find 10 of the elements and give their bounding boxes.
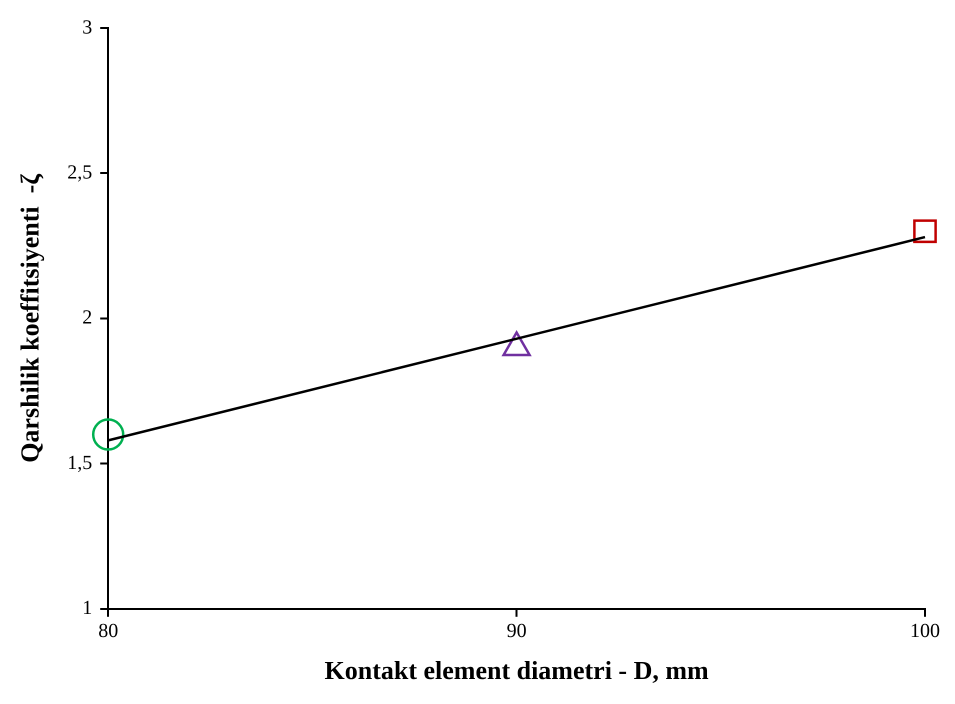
y-tick-label: 2,5 (67, 161, 92, 184)
y-axis-title: Qarshilik koeffitsiyenti -ζ (15, 174, 44, 463)
x-tick-label: 100 (910, 620, 940, 642)
y-tick-label: 2 (82, 306, 92, 329)
y-tick-label: 1 (82, 597, 92, 620)
y-tick-label: 1,5 (67, 452, 92, 474)
x-tick-label: 90 (506, 620, 527, 642)
y-tick-label: 3 (82, 16, 92, 38)
x-axis-title: Kontakt element diametri - D, mm (324, 656, 710, 686)
x-tick-label: 80 (98, 620, 118, 642)
